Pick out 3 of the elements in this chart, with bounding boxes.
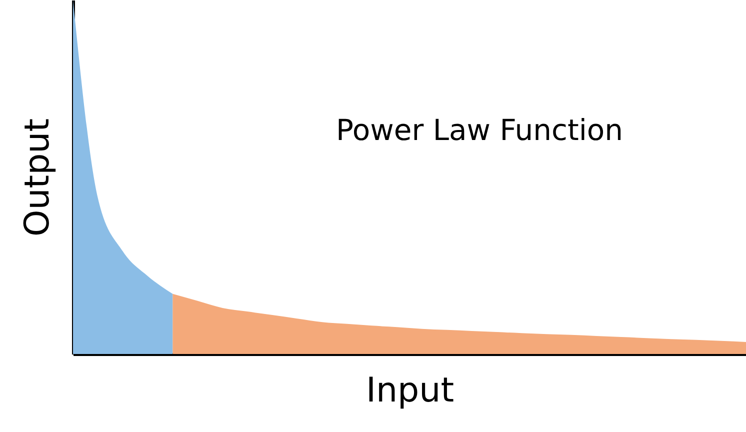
y-axis-title: Output [18,118,58,237]
text: Power Law Function [336,113,624,147]
x-axis-title: Input [366,370,454,410]
